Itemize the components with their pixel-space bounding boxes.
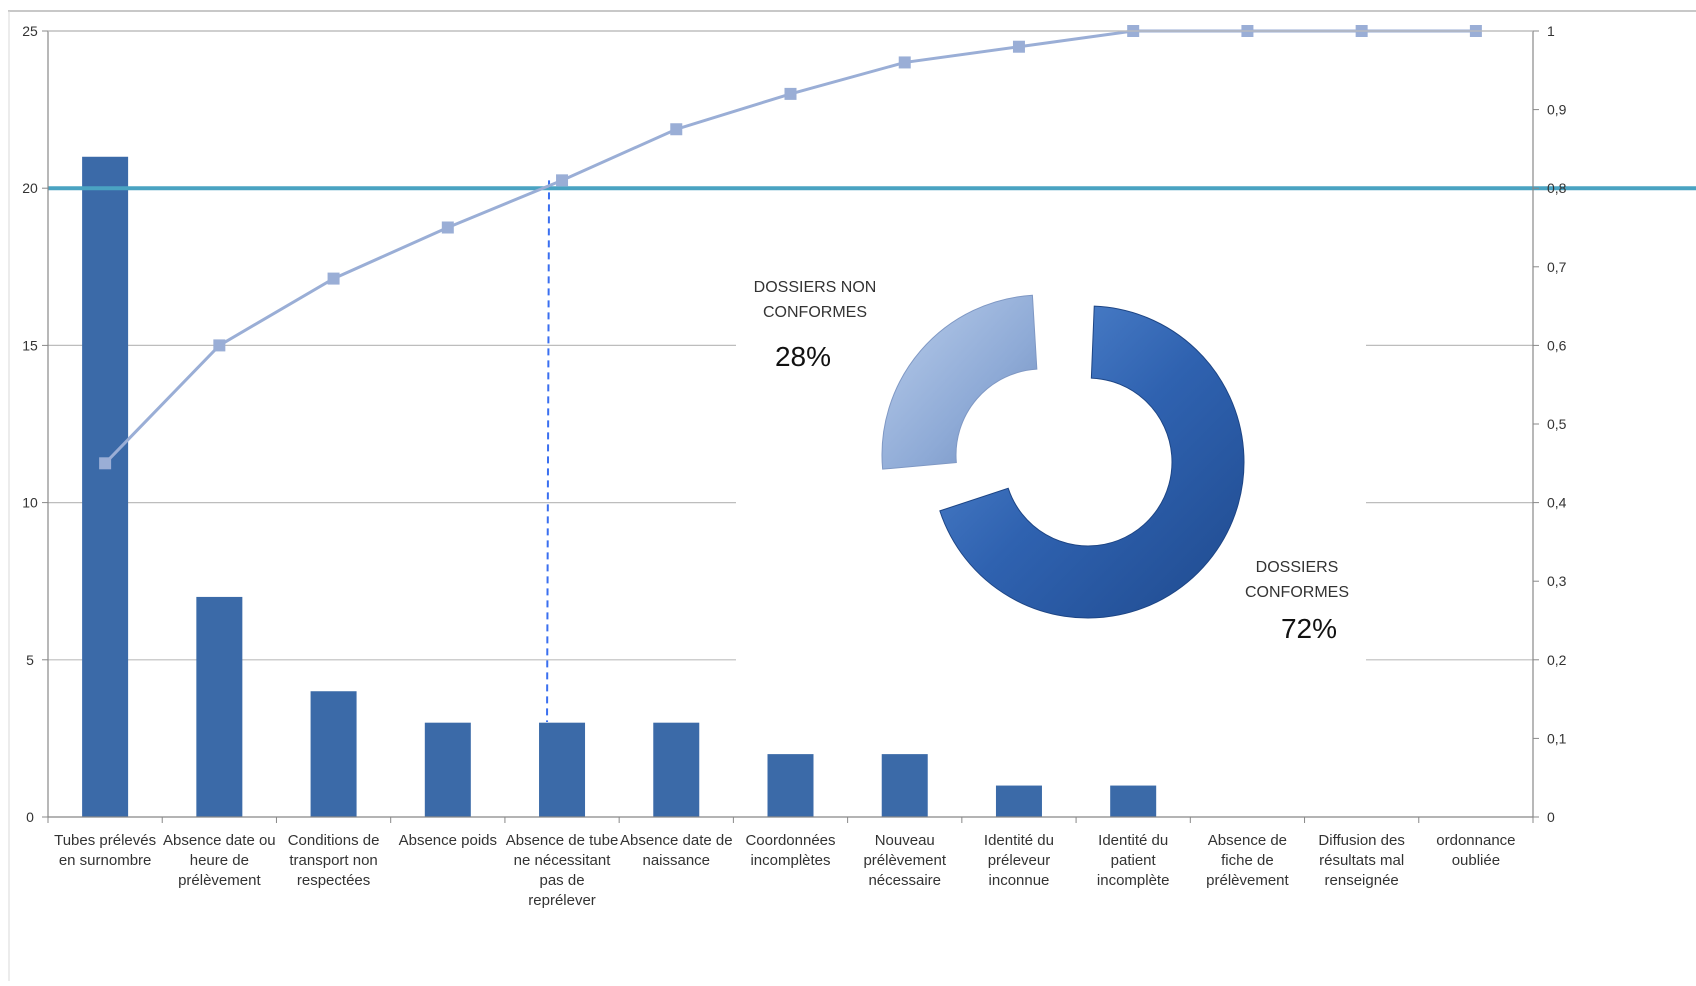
bar xyxy=(196,596,243,817)
left-tick-label: 0 xyxy=(26,809,34,825)
axes: 0 5 10 15 20 25 0 0,1 0,2 0,3 0,4 0,5 0,6 0,7 0,8 0,9 1 xyxy=(22,23,1566,825)
right-tick-label: 0,5 xyxy=(1547,416,1567,432)
donut-slice-non-conformes xyxy=(881,294,1038,470)
donut-label-conformes: CONFORMES xyxy=(1245,584,1349,601)
right-tick-label: 0,7 xyxy=(1547,259,1567,275)
category-label: Tubes prélevés en surnombre xyxy=(54,832,156,869)
category-label: Nouveau prélèvement nécessaire xyxy=(863,832,946,889)
cumulative-point xyxy=(898,56,911,69)
bar-series xyxy=(82,156,1157,817)
cumulative-point xyxy=(1012,40,1025,53)
bar xyxy=(82,156,129,817)
left-tick-label: 10 xyxy=(22,495,38,511)
bar xyxy=(767,754,814,817)
right-tick-label: 0,1 xyxy=(1547,730,1567,746)
bar xyxy=(881,754,928,817)
bar xyxy=(539,722,586,817)
category-label: Absence poids xyxy=(399,832,497,849)
right-tick-label: 1 xyxy=(1547,23,1555,39)
category-label: Absence date de naissance xyxy=(620,832,733,869)
right-tick-label: 0,3 xyxy=(1547,573,1567,589)
category-label: Absence de tube ne nécessitant pas de repré… xyxy=(506,832,619,909)
right-tick-label: 0,9 xyxy=(1547,102,1567,118)
category-label: ordonnance oubliée xyxy=(1436,832,1515,869)
right-tick-label: 0,4 xyxy=(1547,495,1567,511)
donut-percent-conformes: 72% xyxy=(1281,613,1337,644)
bar xyxy=(995,785,1042,817)
left-tick-label: 5 xyxy=(26,652,34,668)
donut-label-non-conformes: CONFORMES xyxy=(763,304,867,321)
bar xyxy=(310,691,357,817)
cumulative-point xyxy=(213,339,226,352)
category-label: Identité du préleveur inconnue xyxy=(984,832,1054,889)
bar xyxy=(653,722,700,817)
right-tick-label: 0,2 xyxy=(1547,652,1567,668)
cumulative-point xyxy=(327,272,340,285)
right-tick-label: 0 xyxy=(1547,809,1555,825)
category-label: Coordonnées incomplètes xyxy=(745,832,835,869)
bar xyxy=(1110,785,1157,817)
left-tick-label: 15 xyxy=(22,337,38,353)
right-tick-label: 0,6 xyxy=(1547,337,1567,353)
category-label: Identité du patient incomplète xyxy=(1097,832,1170,889)
category-label: Diffusion des résultats mal renseignée xyxy=(1318,832,1404,889)
cumulative-point xyxy=(441,221,454,234)
left-tick-label: 25 xyxy=(22,23,38,39)
category-label: Absence de fiche de prélèvement xyxy=(1206,832,1289,889)
left-tick-label: 20 xyxy=(22,180,38,196)
donut-label-conformes: DOSSIERS xyxy=(1256,559,1339,576)
cumulative-point xyxy=(670,123,683,136)
donut-label-non-conformes: DOSSIERS NON xyxy=(754,279,877,296)
inset-donut-chart: DOSSIERS NON CONFORMES 28% DOSSIERS CONFORME… xyxy=(736,240,1366,670)
right-tick-label: 0,8 xyxy=(1547,180,1567,196)
donut-percent-non-conformes: 28% xyxy=(775,341,831,372)
cumulative-point xyxy=(556,174,569,187)
cumulative-point xyxy=(99,457,112,470)
bar xyxy=(424,722,471,817)
category-label: Absence date ou heure de prélèvement xyxy=(163,832,276,889)
cumulative-point xyxy=(784,87,797,100)
crossing-dashed-line xyxy=(546,180,551,723)
donut-slice-conformes xyxy=(939,305,1245,619)
crossing-dashed-line xyxy=(546,180,551,723)
chart-frame xyxy=(8,10,1696,981)
category-label: Conditions de transport non respectées xyxy=(288,832,380,889)
